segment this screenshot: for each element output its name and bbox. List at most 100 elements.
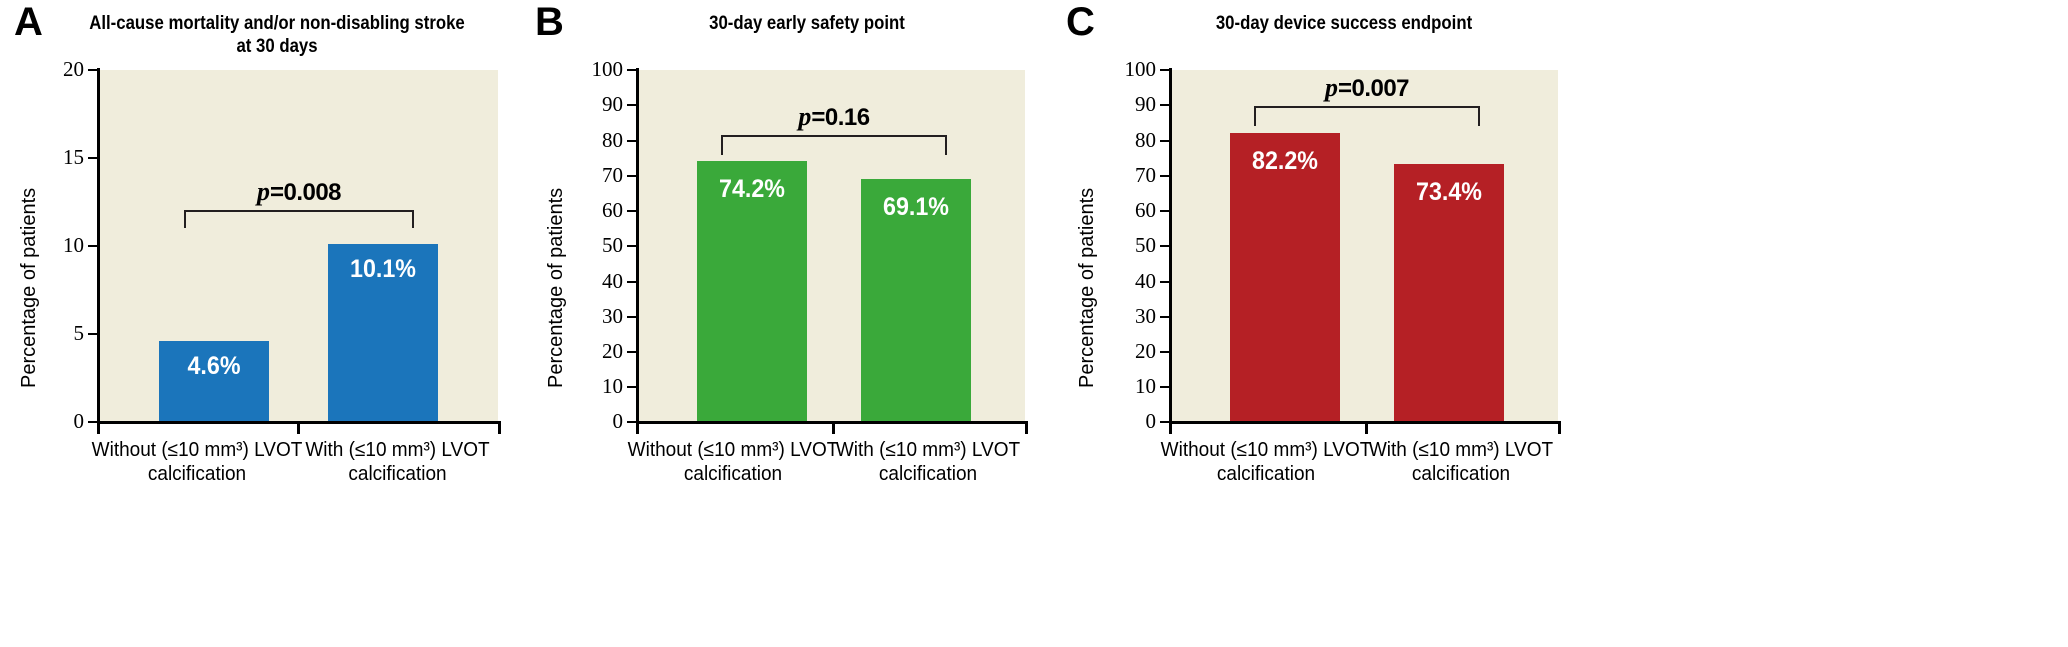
bracket-right-tick [412, 210, 414, 228]
panel-c-ytick-label: 60 [1135, 198, 1156, 222]
panel-c-bar-1-label: 82.2% [1252, 146, 1318, 175]
bracket-right-tick [1478, 106, 1480, 126]
panel-c-ytick-label: 50 [1135, 233, 1156, 257]
xtick-mark [97, 421, 100, 434]
panel-c-ytick-label: 0 [1145, 409, 1157, 433]
panel-b: B 30-day early safety point Percentage o… [527, 0, 1054, 647]
panel-b-ytick-label: 10 [602, 374, 623, 398]
xtick-mark [498, 421, 501, 434]
panel-c-title: 30-day device success endpoint [1215, 12, 1473, 34]
ytick-mark [627, 245, 636, 247]
panel-b-title: 30-day early safety point [709, 12, 905, 34]
panel-c-bar-2: 73.4% [1394, 163, 1504, 422]
panel-c-pvalue: p=0.007 [1254, 73, 1480, 102]
panel-b-xlabel-1: Without (≤10 mm³) LVOT calcification [627, 439, 839, 485]
ytick-mark [1160, 245, 1169, 247]
ytick-mark [88, 333, 97, 335]
ytick-mark [627, 386, 636, 388]
xtick-mark [1169, 421, 1172, 434]
bracket-top-line [1254, 106, 1480, 108]
ytick-mark [1160, 351, 1169, 353]
ytick-mark [88, 421, 97, 423]
panel-a-bar-1-label: 4.6% [187, 352, 241, 381]
bracket-top-line [184, 210, 414, 212]
panel-b-pvalue-value: =0.16 [811, 104, 870, 131]
panel-b-bar-1-label: 74.2% [719, 174, 785, 203]
ytick-mark [627, 210, 636, 212]
ytick-mark [1160, 69, 1169, 71]
panel-c-significance-bracket [1254, 106, 1480, 126]
panel-a-y-axis [97, 68, 100, 424]
panel-c-bar-1: 82.2% [1230, 132, 1340, 422]
panel-b-ytick-label: 20 [602, 339, 623, 363]
panel-b-ytick-label: 50 [602, 233, 623, 257]
panel-c-plot-area: 82.2% 73.4% p=0.007 [1172, 70, 1558, 422]
panel-a-ytick-label: 0 [73, 409, 85, 433]
panel-b-plot-area: 74.2% 69.1% p=0.16 [639, 70, 1025, 422]
panel-b-y-axis [636, 68, 639, 424]
panel-a-ytick-label: 5 [73, 321, 85, 345]
panel-a-ytick-label: 10 [63, 233, 84, 257]
panel-b-pvalue: p=0.16 [721, 102, 947, 131]
bracket-left-tick [721, 135, 723, 155]
panel-b-ytick-label: 40 [602, 269, 623, 293]
ytick-mark [1160, 386, 1169, 388]
panel-a-ytick-label: 20 [63, 57, 84, 81]
panel-b-ytick-label: 0 [612, 409, 624, 433]
panel-c-y-axis [1169, 68, 1172, 424]
panel-c: C 30-day device success endpoint Percent… [1054, 0, 1594, 647]
ytick-mark [627, 175, 636, 177]
bracket-left-tick [1254, 106, 1256, 126]
ytick-mark [1160, 140, 1169, 142]
panel-b-bar-2: 69.1% [861, 178, 971, 422]
panel-b-ytick-label: 100 [591, 57, 624, 81]
panel-a-ylabel: Percentage of patients [18, 187, 40, 388]
panel-a-xlabel-1: Without (≤10 mm³) LVOT calcification [91, 439, 303, 485]
xtick-mark [297, 421, 300, 434]
xtick-mark [636, 421, 639, 434]
panel-c-ytick-label: 90 [1135, 92, 1156, 116]
panel-b-significance-bracket [721, 135, 947, 155]
panel-a-pvalue: p=0.008 [184, 179, 414, 205]
ytick-mark [627, 69, 636, 71]
panel-c-ytick-label: 40 [1135, 269, 1156, 293]
panel-b-ytick-label: 80 [602, 128, 623, 152]
panel-c-ytick-label: 100 [1124, 57, 1157, 81]
ytick-mark [627, 104, 636, 106]
panel-b-bar-1: 74.2% [697, 160, 807, 422]
ytick-mark [88, 69, 97, 71]
ytick-mark [1160, 316, 1169, 318]
ytick-mark [1160, 281, 1169, 283]
panel-c-xlabel-1: Without (≤10 mm³) LVOT calcification [1160, 439, 1372, 485]
xtick-mark [832, 421, 835, 434]
panel-a-significance-bracket [184, 210, 414, 228]
panel-a-plot-area: 4.6% 10.1% p=0.008 [100, 70, 498, 422]
ytick-mark [1160, 210, 1169, 212]
ytick-mark [1160, 104, 1169, 106]
panel-c-pvalue-p: p [1324, 73, 1338, 102]
ytick-mark [627, 140, 636, 142]
panel-c-xlabel-2: With (≤10 mm³) LVOT calcification [1368, 439, 1554, 485]
bracket-left-tick [184, 210, 186, 228]
panel-b-pvalue-p: p [798, 102, 812, 131]
xtick-mark [1365, 421, 1368, 434]
panel-a-xlabel-2: With (≤10 mm³) LVOT calcification [305, 439, 490, 485]
panel-b-ytick-label: 30 [602, 304, 623, 328]
xtick-mark [1558, 421, 1561, 434]
bracket-top-line [721, 135, 947, 137]
panel-c-ytick-label: 20 [1135, 339, 1156, 363]
ytick-mark [627, 351, 636, 353]
xtick-mark [1025, 421, 1028, 434]
ytick-mark [88, 245, 97, 247]
panel-a-bar-2-label: 10.1% [350, 255, 416, 284]
ytick-mark [1160, 421, 1169, 423]
ytick-mark [627, 281, 636, 283]
bracket-right-tick [945, 135, 947, 155]
panel-letter-a: A [14, 0, 43, 44]
ytick-mark [88, 157, 97, 159]
panel-letter-b: B [535, 0, 564, 44]
panel-a-bar-1: 4.6% [159, 341, 269, 422]
panel-c-ytick-label: 30 [1135, 304, 1156, 328]
panel-c-ytick-label: 70 [1135, 163, 1156, 187]
